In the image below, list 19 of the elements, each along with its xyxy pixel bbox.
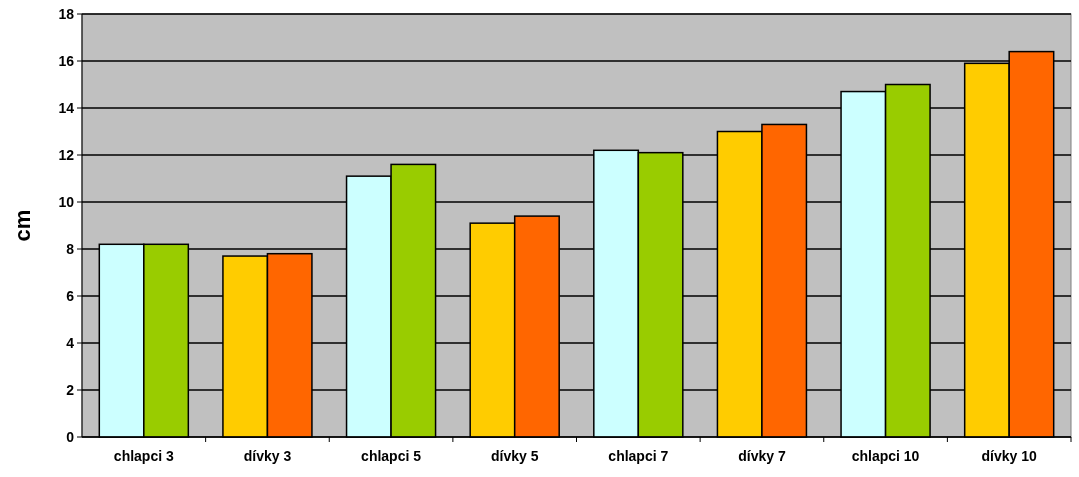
y-axis-title: cm — [10, 209, 35, 242]
y-tick-label: 0 — [66, 428, 75, 445]
y-tick-label: 10 — [58, 193, 75, 210]
y-tick-label: 8 — [66, 240, 75, 257]
x-tick-label: chlapci 7 — [608, 448, 669, 464]
y-tick-label: 18 — [58, 5, 75, 22]
y-tick-label: 4 — [66, 334, 75, 351]
x-tick-label: dívky 10 — [981, 448, 1038, 464]
x-tick-label: chlapci 3 — [113, 448, 174, 464]
y-tick-label: 6 — [66, 287, 75, 304]
x-tick-label: dívky 7 — [738, 448, 786, 464]
x-tick-label: chlapci 10 — [851, 448, 920, 464]
x-tick-label: dívky 3 — [243, 448, 292, 464]
x-tick-label: dívky 5 — [490, 448, 539, 464]
y-tick-label: 2 — [66, 381, 75, 398]
y-tick-label: 14 — [58, 99, 75, 116]
y-tick-label: 16 — [58, 52, 75, 69]
y-tick-label: 12 — [58, 146, 75, 163]
x-tick-label: chlapci 5 — [361, 448, 422, 464]
